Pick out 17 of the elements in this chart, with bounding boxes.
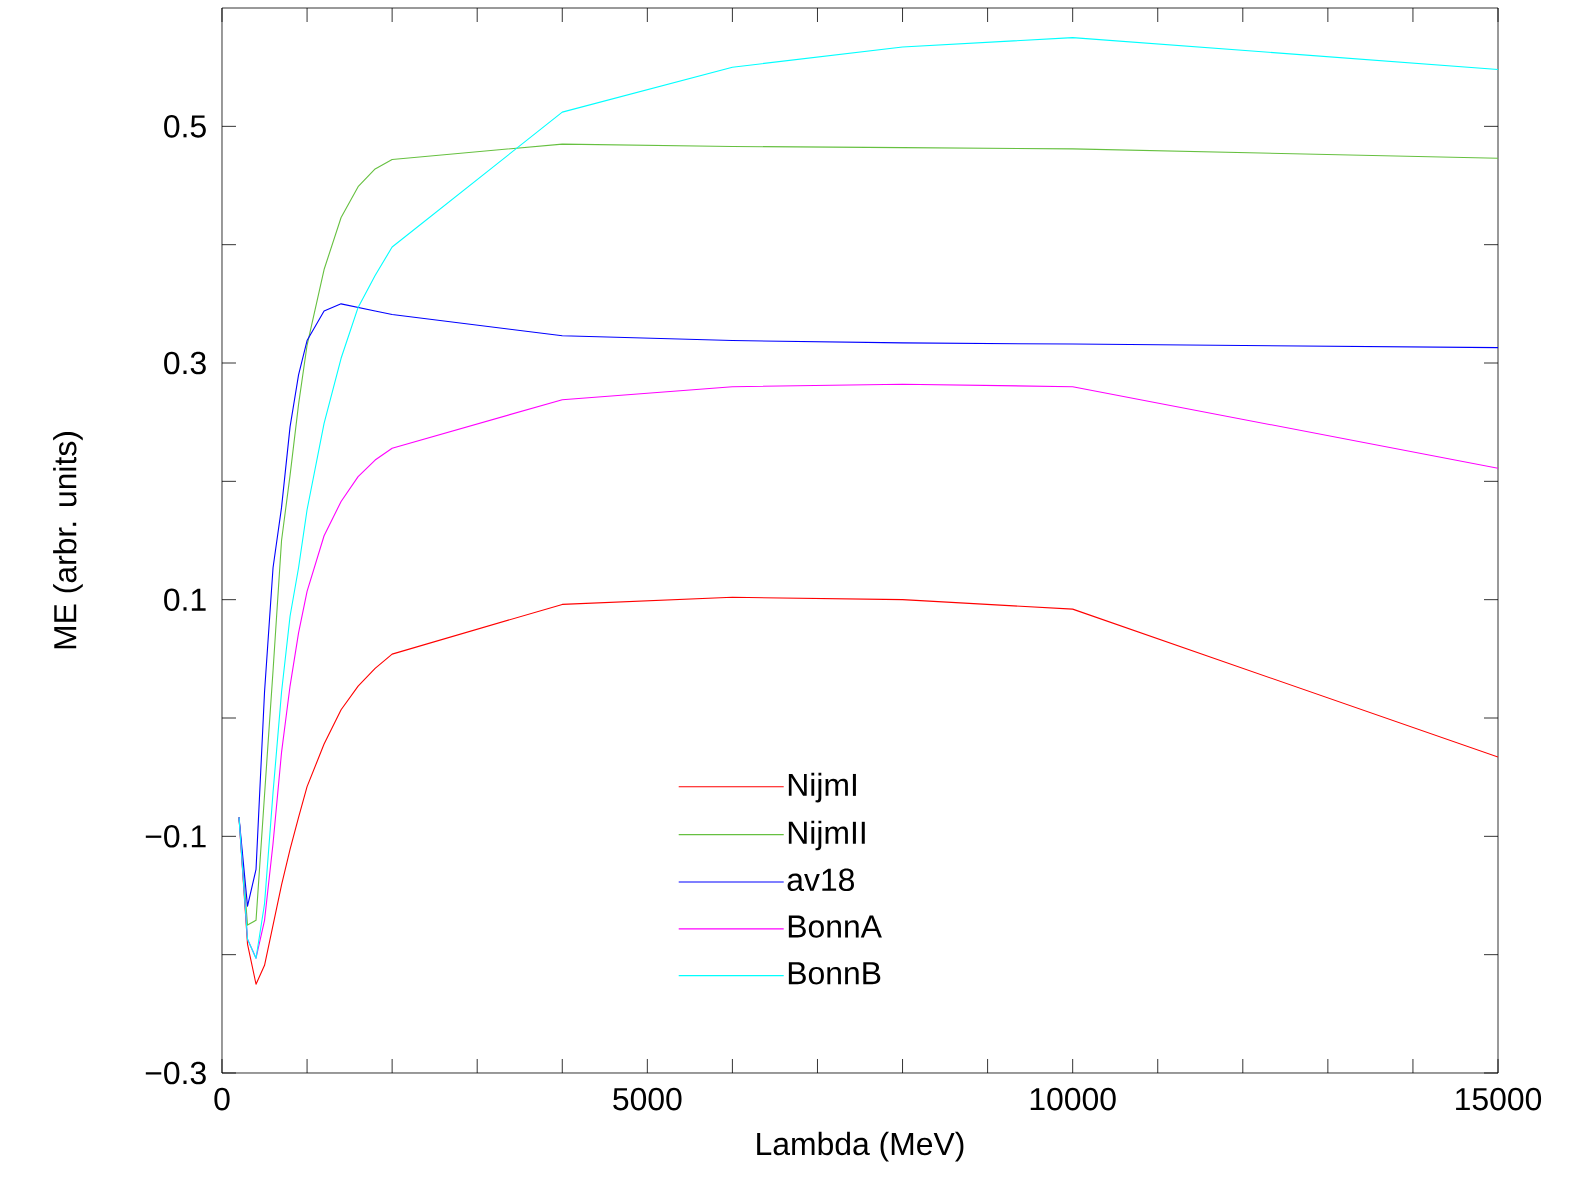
y-axis-title: ME (arbr. units) xyxy=(53,432,83,649)
x-tick-label: 15000 xyxy=(1456,1087,1542,1111)
legend-label: NijmII xyxy=(788,820,865,851)
legend-label: BonnB xyxy=(788,962,881,985)
y-tick-label: −0.3 xyxy=(145,1061,206,1085)
x-tick-label: 10000 xyxy=(1030,1087,1116,1111)
y-tick-label: 0.5 xyxy=(164,115,206,138)
line-series xyxy=(238,37,1499,959)
legend-label: av18 xyxy=(787,868,854,892)
y-tick-label: 0.1 xyxy=(164,588,206,611)
x-tick-label: 0 xyxy=(214,1087,230,1111)
x-tick-label: 5000 xyxy=(613,1087,682,1111)
legend-label: NijmI xyxy=(788,772,856,803)
x-axis-title: Lambda (MeV) xyxy=(757,1131,964,1162)
legend-label: BonnA xyxy=(788,915,882,938)
y-tick-label: 0.3 xyxy=(164,351,206,375)
y-tick-label: −0.1 xyxy=(145,825,206,848)
